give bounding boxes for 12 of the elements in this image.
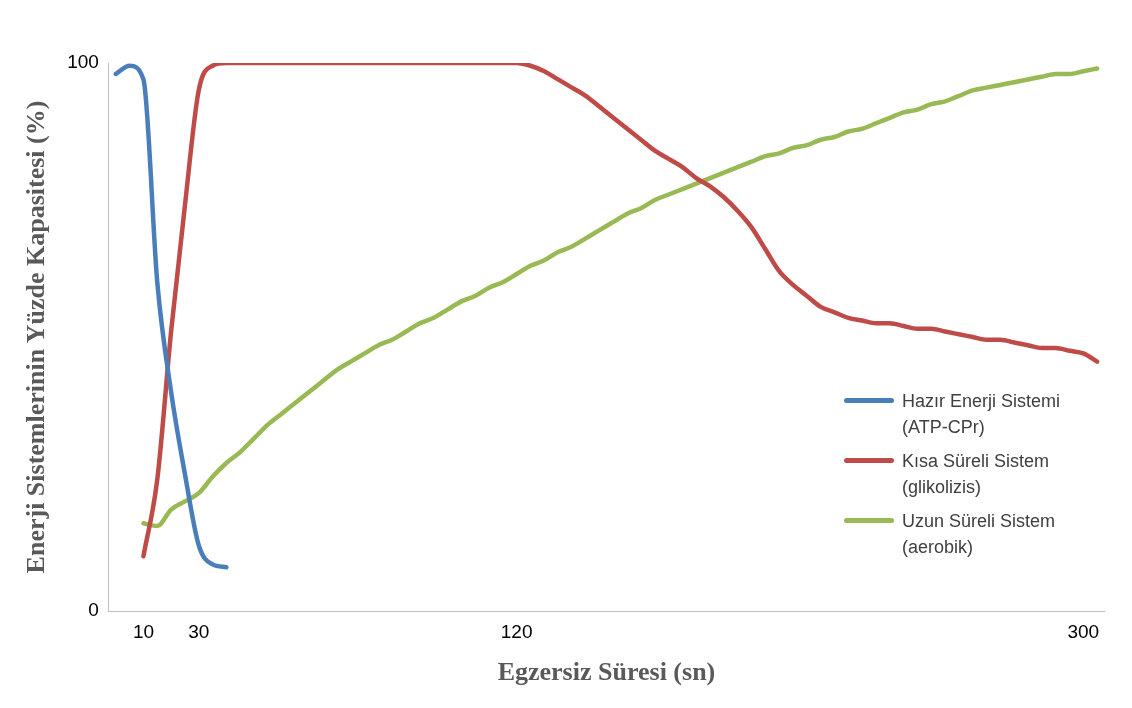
legend-label: Hazır Enerji Sistemi (ATP-CPr) xyxy=(902,390,1062,439)
x-axis-title: Egzersiz Süresi (sn) xyxy=(497,657,716,687)
legend-label: Uzun Süreli Sistem (aerobik) xyxy=(902,510,1057,559)
y-axis-title: Enerji Sistemlerinin Yüzde Kapasitesi (%) xyxy=(21,100,51,574)
x-tick-label: 300 xyxy=(1067,620,1100,642)
y-tick-label: 0 xyxy=(88,599,99,621)
x-tick-label: 30 xyxy=(188,620,210,642)
x-tick-label: 10 xyxy=(132,620,155,642)
legend-label: Kısa Süreli Sistem (glikolizis) xyxy=(902,450,1051,499)
x-tick-label: 120 xyxy=(500,620,533,642)
y-tick-label: 100 xyxy=(67,51,99,73)
line-series xyxy=(113,63,229,570)
